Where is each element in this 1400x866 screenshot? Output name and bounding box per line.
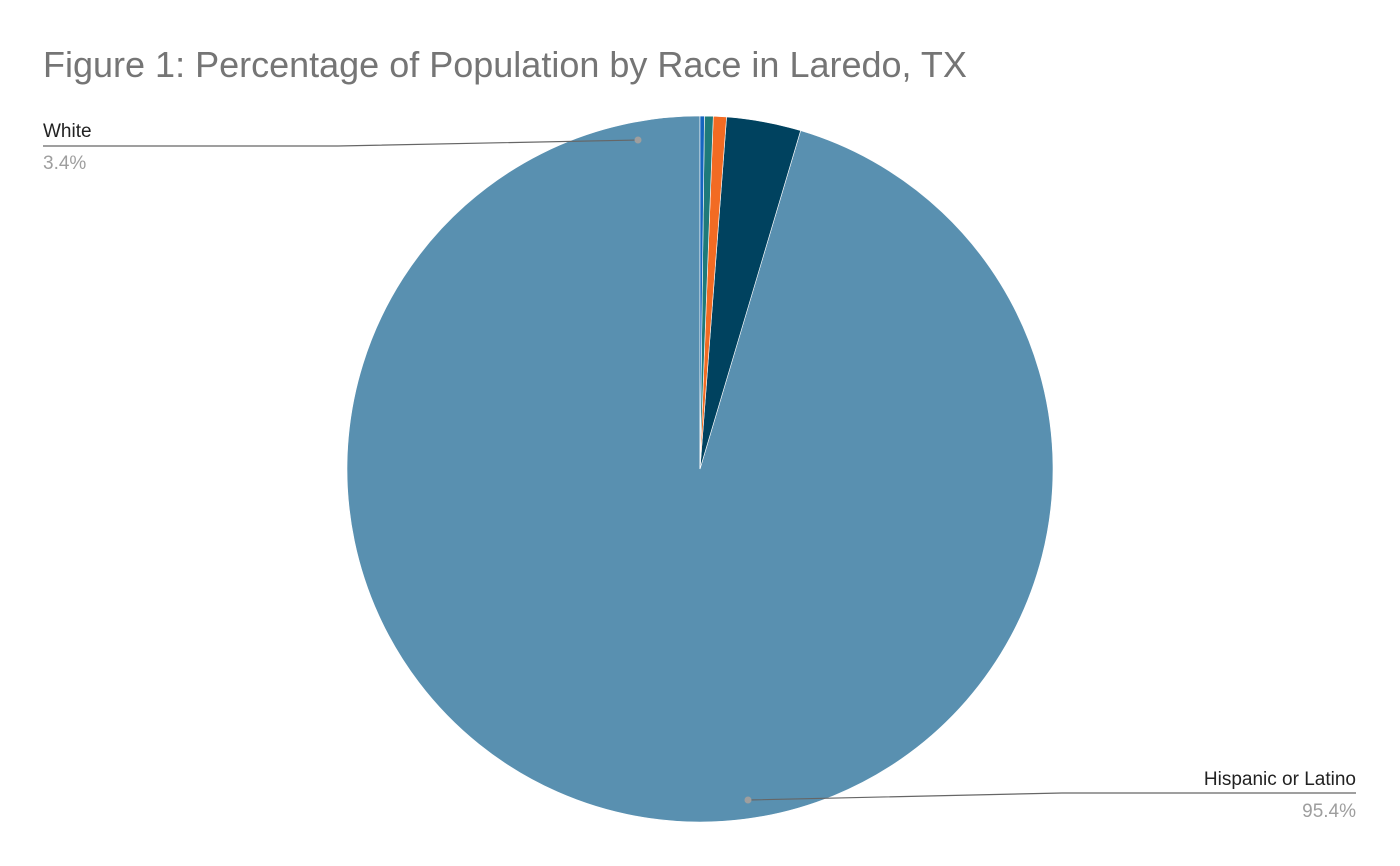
slice-label-white: White — [43, 121, 92, 142]
callout-white: White 3.4% — [43, 121, 642, 174]
leader-dot-hispanic — [744, 796, 752, 804]
callout-hispanic: Hispanic or Latino 95.4% — [744, 769, 1356, 822]
slice-value-white: 3.4% — [43, 153, 86, 174]
leader-line-white — [43, 139, 639, 147]
leader-line-hispanic — [747, 792, 1356, 801]
pie-slices — [346, 115, 1054, 823]
slice-value-hispanic: 95.4% — [1302, 801, 1356, 822]
leader-dot-white — [634, 136, 642, 144]
slice-label-hispanic: Hispanic or Latino — [1204, 769, 1356, 790]
pie-slice-other-4 — [699, 115, 705, 470]
chart-title: Figure 1: Percentage of Population by Ra… — [43, 44, 967, 85]
